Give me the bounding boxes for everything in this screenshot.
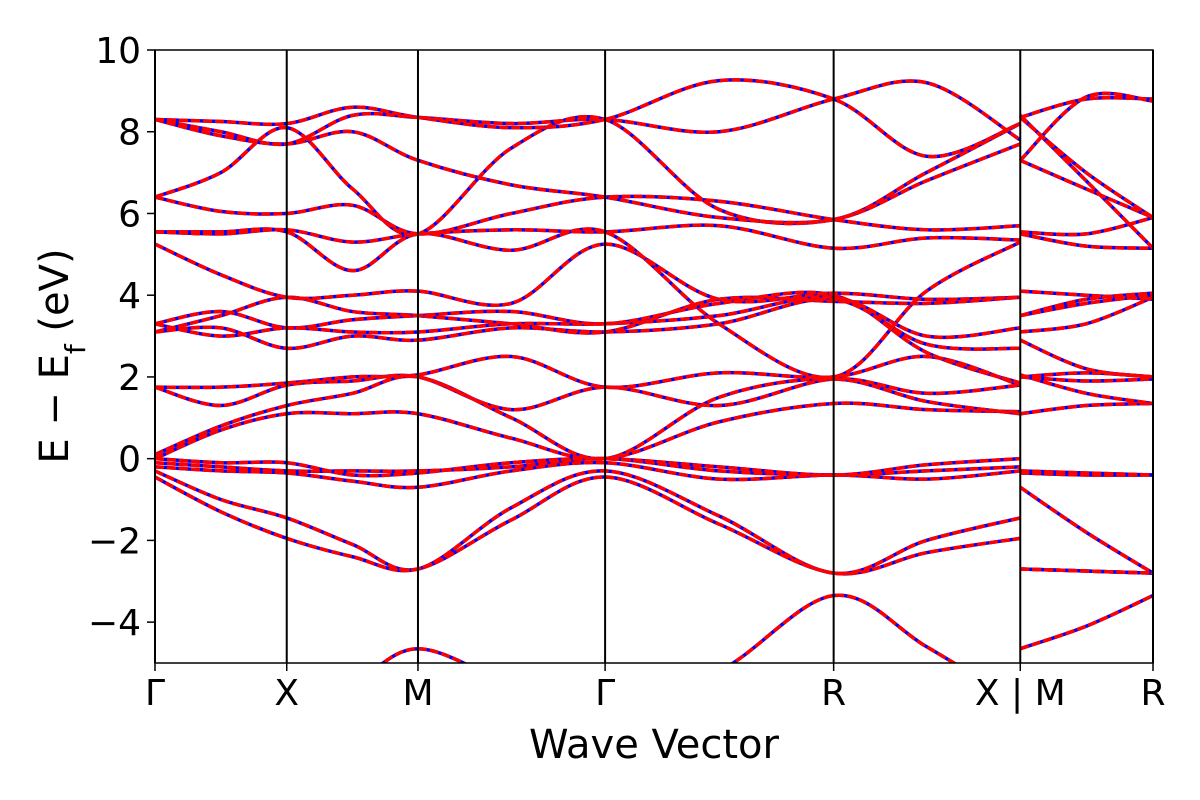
y-tick-label: −2 <box>88 521 141 562</box>
band-line <box>155 158 1153 236</box>
x-tick-label: R <box>821 673 846 714</box>
y-tick-label: 8 <box>118 113 141 154</box>
band-line <box>155 242 1153 307</box>
x-axis-label: Wave Vector <box>529 722 780 768</box>
band-line <box>155 290 1153 385</box>
band-line <box>155 401 1153 461</box>
band-line <box>155 456 1153 478</box>
band-line <box>155 297 1153 379</box>
band-line <box>155 79 1153 220</box>
y-tick-label: 10 <box>95 31 141 72</box>
x-tick-label: R <box>1140 673 1165 714</box>
band-line <box>380 593 1153 663</box>
band-line <box>155 91 1153 225</box>
band-line <box>155 215 1153 251</box>
x-tick-label: Γ <box>145 673 165 714</box>
band-line <box>155 460 1153 575</box>
y-tick-label: −4 <box>88 603 141 644</box>
band-line <box>155 354 1153 406</box>
y-tick-label: 2 <box>118 358 141 399</box>
y-tick-label: 6 <box>118 194 141 235</box>
band-line <box>155 290 1153 385</box>
band-line <box>155 469 1153 576</box>
y-label-sub: f <box>59 343 92 354</box>
y-label-part: E − E <box>32 354 78 464</box>
band-line <box>155 114 1153 250</box>
band-line <box>155 291 1153 335</box>
band-line <box>155 227 1153 380</box>
y-tick-label: 0 <box>118 440 141 481</box>
band-line <box>155 78 1153 159</box>
x-tick-label: X | M <box>975 673 1066 714</box>
band-line <box>155 371 1153 412</box>
y-axis-label: E − Ef (eV) <box>32 248 92 463</box>
y-tick-label: 4 <box>118 276 141 317</box>
x-tick-label: M <box>402 673 433 714</box>
band-line <box>155 91 1153 225</box>
band-line <box>155 460 1153 575</box>
band-line <box>155 297 1153 379</box>
plot-area <box>155 78 1153 663</box>
x-tick-label: X <box>274 673 299 714</box>
x-tick-label: Γ <box>595 673 615 714</box>
y-label-part: (eV) <box>32 248 78 344</box>
